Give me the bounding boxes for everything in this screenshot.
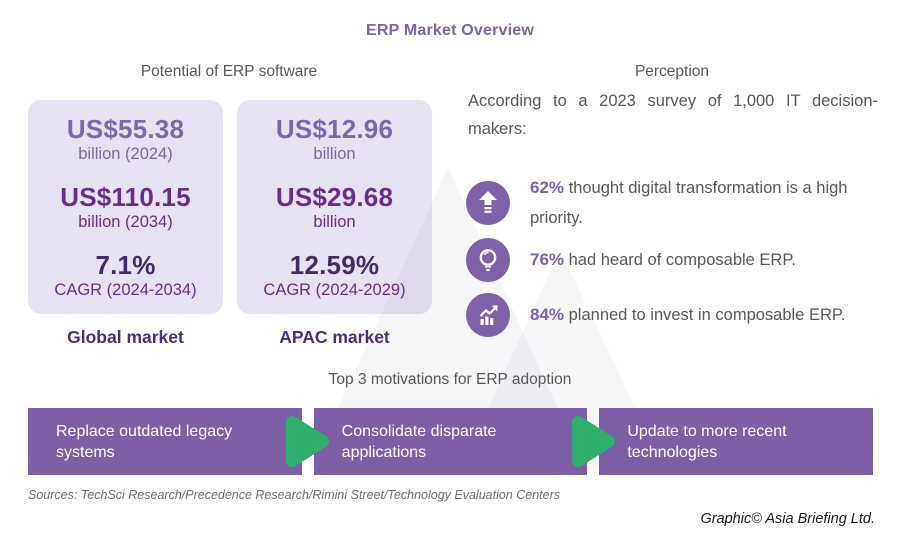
potential-section-heading: Potential of ERP software <box>140 63 318 80</box>
stat-percentage: 62% <box>530 178 565 197</box>
global-market-card: US$55.38 billion (2024) US$110.15 billio… <box>28 100 223 348</box>
stat-value: 12.59% <box>289 249 380 280</box>
graphic-credit: Graphic© Asia Briefing Ltd. <box>700 511 875 527</box>
global-market-label: Global market <box>67 327 184 347</box>
perception-bullet-composable-awareness: 76% had heard of composable ERP. <box>466 238 878 282</box>
perception-section-heading: Perception <box>634 63 710 80</box>
stat-caption: CAGR (2024-2034) <box>54 280 197 299</box>
global-market-stat-box: US$55.38 billion (2024) US$110.15 billio… <box>28 100 223 314</box>
bullet-text: 84% planned to invest in composable ERP. <box>530 300 878 330</box>
stat-value: US$12.96 <box>275 113 394 144</box>
motivations-section-heading: Top 3 motivations for ERP adoption <box>328 371 572 388</box>
survey-intro-text: According to a 2023 survey of 1,000 IT d… <box>468 92 878 138</box>
stat-caption: billion (2034) <box>78 212 173 231</box>
apac-market-stat-box: US$12.96 billion US$29.68 billion 12.59%… <box>237 100 432 314</box>
stat-caption: billion (2024) <box>78 144 173 163</box>
stat-caption: billion <box>313 212 356 231</box>
sources-note: Sources: TechSci Research/Precedence Res… <box>28 488 560 502</box>
stat-value: US$110.15 <box>60 181 191 212</box>
stat-value: US$55.38 <box>66 113 185 144</box>
motivation-step-1: Replace outdated legacy systems <box>28 408 302 475</box>
flow-arrow-right-icon <box>286 416 329 467</box>
stat-value: 7.1% <box>95 249 156 280</box>
bullet-statement: thought digital transformation is a high… <box>530 179 848 227</box>
apac-market-card: US$12.96 billion US$29.68 billion 12.59%… <box>237 100 432 348</box>
motivation-step-3: Update to more recent technologies <box>599 408 874 475</box>
bullet-statement: had heard of composable ERP. <box>568 251 796 269</box>
flow-arrow-right-icon <box>572 416 615 467</box>
page-title: ERP Market Overview <box>365 22 535 39</box>
motivation-step-2: Consolidate disparate applications <box>313 408 588 475</box>
stat-group: 12.59% CAGR (2024-2029) <box>237 249 432 300</box>
stat-group: US$12.96 billion <box>237 113 432 164</box>
bullet-text: 62% thought digital transformation is a … <box>530 173 878 233</box>
bullet-text: 76% had heard of composable ERP. <box>530 245 878 275</box>
apac-market-label: APAC market <box>279 327 390 347</box>
stat-caption: CAGR (2024-2029) <box>263 280 406 299</box>
stat-percentage: 84% <box>530 305 565 324</box>
stat-group: US$110.15 billion (2034) <box>28 181 223 232</box>
stat-group: 7.1% CAGR (2024-2034) <box>28 249 223 300</box>
motivation-flow: Replace outdated legacy systems Consolid… <box>28 408 874 475</box>
stat-caption: billion <box>313 144 356 163</box>
stat-value: US$29.68 <box>275 181 394 212</box>
stat-group: US$29.68 billion <box>237 181 432 232</box>
upload-arrow-icon <box>466 181 510 225</box>
stat-group: US$55.38 billion (2024) <box>28 113 223 164</box>
market-stat-cards: US$55.38 billion (2024) US$110.15 billio… <box>28 100 432 348</box>
bullet-statement: planned to invest in composable ERP. <box>568 306 846 324</box>
perception-bullet-invest-plans: 84% planned to invest in composable ERP. <box>466 293 878 337</box>
growth-chart-icon <box>466 293 510 337</box>
stat-percentage: 76% <box>530 250 565 269</box>
perception-bullet-digital-transformation: 62% thought digital transformation is a … <box>466 173 878 233</box>
lightbulb-icon <box>466 238 510 282</box>
